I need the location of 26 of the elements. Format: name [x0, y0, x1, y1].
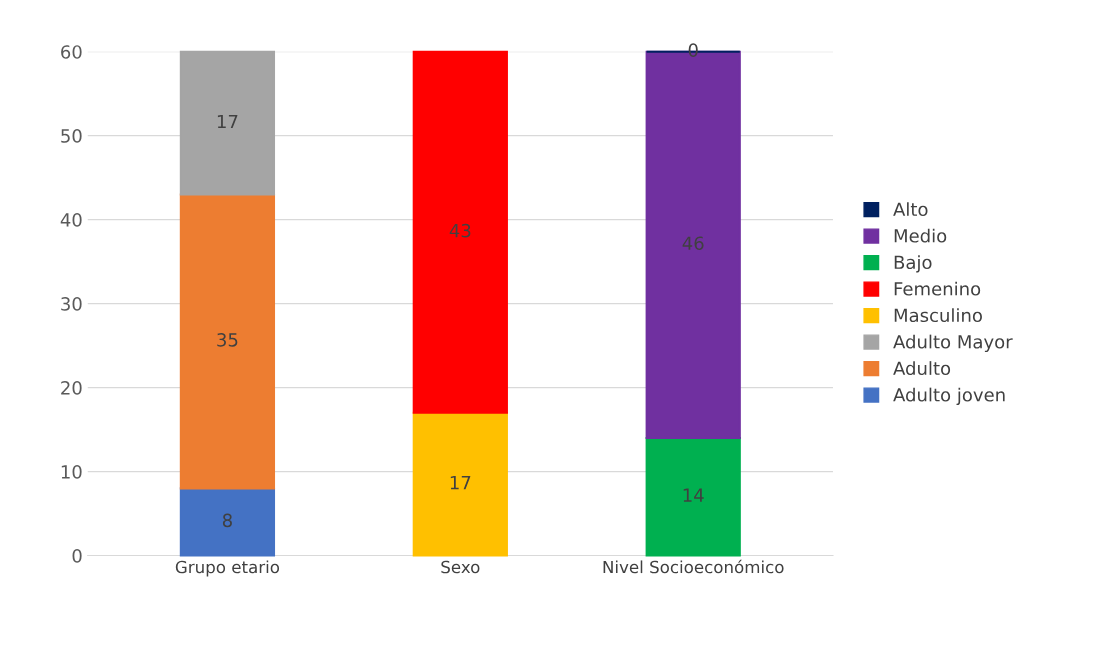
y-tick-label: 30 — [61, 297, 82, 311]
data-label: 35 — [217, 332, 238, 347]
data-label: 17 — [450, 476, 471, 490]
legend-label: Masculino — [894, 308, 982, 323]
legend-label: Adulto Mayor — [893, 334, 1013, 353]
x-tick-label: Grupo etario — [175, 560, 280, 577]
data-label: 8 — [222, 513, 232, 528]
legend-label: Alto — [893, 202, 928, 217]
data-label: 0 — [688, 43, 698, 57]
legend-label: Medio — [894, 228, 947, 243]
data-label: 17 — [217, 114, 238, 129]
x-tick-label: Sexo — [441, 560, 480, 574]
y-tick-label: 10 — [61, 465, 82, 479]
y-tick-label: 40 — [60, 213, 82, 227]
y-tick-label: 20 — [61, 381, 82, 395]
data-label: 46 — [682, 236, 704, 251]
y-tick-label: 50 — [61, 129, 82, 143]
data-label: 43 — [449, 223, 471, 238]
y-tick-label: 0 — [72, 549, 82, 563]
x-tick-label: Nivel Socioeconómico — [603, 559, 784, 574]
legend-label: Adulto joven — [893, 387, 1005, 406]
data-label: 14 — [683, 488, 704, 502]
legend-label: Adulto — [893, 361, 951, 376]
y-tick-label: 60 — [61, 45, 82, 59]
legend-label: Femenino — [894, 281, 981, 296]
legend-label: Bajo — [894, 255, 932, 273]
